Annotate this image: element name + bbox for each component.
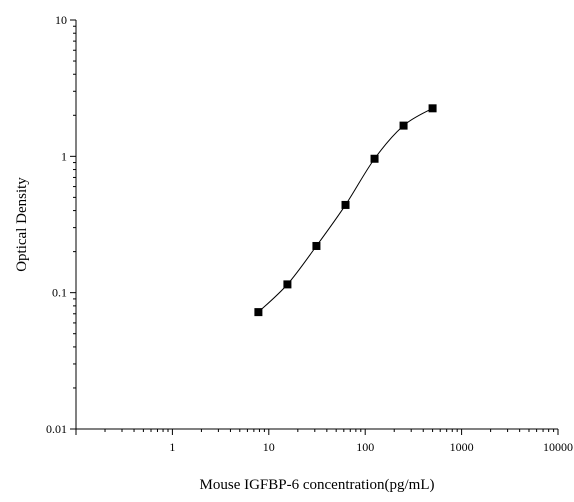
y-axis-title: Optical Density	[14, 177, 30, 272]
axis-labels-layer: Mouse IGFBP-6 concentration(pg/mL) Optic…	[14, 177, 434, 493]
data-points-layer	[254, 104, 437, 317]
data-point	[283, 280, 292, 289]
x-axis-title: Mouse IGFBP-6 concentration(pg/mL)	[200, 477, 435, 493]
x-tick-label: 1	[169, 440, 175, 454]
y-tick-label: 10	[55, 13, 67, 27]
data-point	[341, 200, 350, 209]
y-tick-label: 0.01	[46, 422, 67, 436]
x-tick-label: 10000	[543, 440, 573, 454]
x-tick-label: 1000	[450, 440, 474, 454]
y-tick-label: 0.1	[52, 286, 67, 300]
data-point	[312, 241, 321, 250]
y-tick-label: 1	[61, 149, 67, 163]
x-tick-label: 10	[263, 440, 275, 454]
axes: 1 10 100 1000 10000 0.01 0.1 1 10	[46, 13, 573, 454]
x-tick-label: 100	[356, 440, 374, 454]
data-point	[428, 104, 437, 113]
data-point	[399, 121, 408, 130]
data-point	[370, 154, 379, 163]
data-point	[254, 308, 263, 317]
